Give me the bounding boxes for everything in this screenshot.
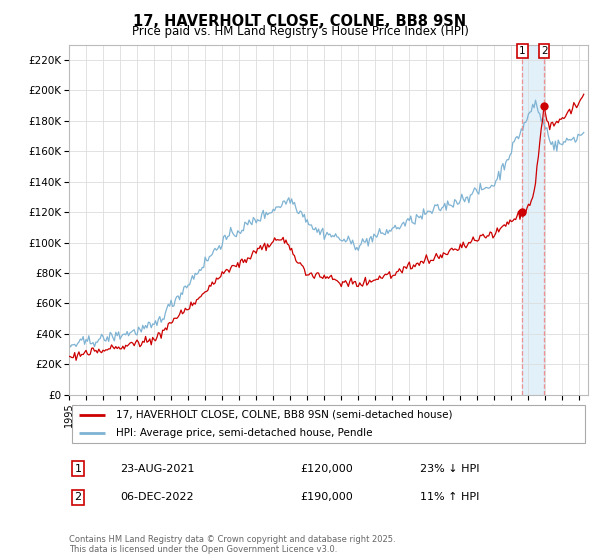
Text: 2: 2: [541, 46, 547, 56]
Text: £120,000: £120,000: [300, 464, 353, 474]
Bar: [523, 45, 544, 395]
Text: 23% ↓ HPI: 23% ↓ HPI: [420, 464, 479, 474]
Text: Price paid vs. HM Land Registry's House Price Index (HPI): Price paid vs. HM Land Registry's House …: [131, 25, 469, 38]
Text: Contains HM Land Registry data © Crown copyright and database right 2025.
This d: Contains HM Land Registry data © Crown c…: [69, 535, 395, 554]
Text: 2: 2: [74, 492, 82, 502]
Text: 17, HAVERHOLT CLOSE, COLNE, BB8 9SN: 17, HAVERHOLT CLOSE, COLNE, BB8 9SN: [133, 14, 467, 29]
Text: £190,000: £190,000: [300, 492, 353, 502]
Text: 1: 1: [519, 46, 526, 56]
Text: 1: 1: [74, 464, 82, 474]
Text: 06-DEC-2022: 06-DEC-2022: [120, 492, 194, 502]
Text: 23-AUG-2021: 23-AUG-2021: [120, 464, 194, 474]
Text: HPI: Average price, semi-detached house, Pendle: HPI: Average price, semi-detached house,…: [116, 428, 372, 437]
Text: 11% ↑ HPI: 11% ↑ HPI: [420, 492, 479, 502]
Text: 17, HAVERHOLT CLOSE, COLNE, BB8 9SN (semi-detached house): 17, HAVERHOLT CLOSE, COLNE, BB8 9SN (sem…: [116, 410, 452, 420]
